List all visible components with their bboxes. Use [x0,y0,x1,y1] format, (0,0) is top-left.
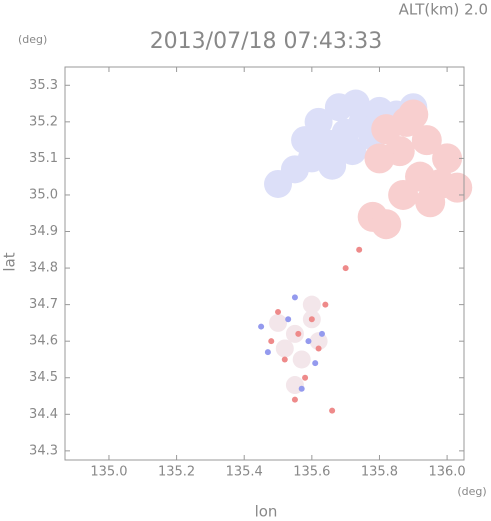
x-tick-label: 135.0 [90,465,127,480]
point [268,338,275,345]
y-axis-label: lat [1,252,19,271]
y-unit: (deg) [18,33,47,46]
y-tick-label: 34.5 [29,370,58,385]
point [318,151,347,180]
point [318,330,325,337]
chart-title: 2013/07/18 07:43:33 [150,29,383,54]
y-tick-label: 34.9 [29,224,58,239]
subtitle: ALT(km) 2.0 [399,1,488,19]
point [269,313,288,332]
point [364,143,395,174]
plot-frame [64,66,465,461]
y-tick-label: 35.3 [29,78,58,93]
x-tick-label: 135.6 [293,465,330,480]
point [285,316,292,323]
point [371,209,402,240]
point [264,349,271,356]
point [388,179,419,210]
point [338,137,367,166]
point [315,345,322,352]
point [312,360,319,367]
point [415,187,446,218]
y-tick-label: 34.4 [29,407,58,422]
y-tick-label: 34.7 [29,297,58,312]
point [275,308,282,315]
point [342,265,349,272]
point [291,396,298,403]
point [432,143,463,174]
point [291,294,298,301]
point [258,323,265,330]
point [356,246,363,253]
y-tick-label: 35.0 [29,187,58,202]
point [341,89,370,118]
x-tick-label: 135.2 [158,465,195,480]
point [285,324,304,343]
point [309,332,328,351]
x-unit: (deg) [457,485,486,498]
point [305,338,312,345]
point [322,301,329,308]
point [292,350,311,369]
point [329,407,336,414]
point [398,99,429,130]
point [442,172,473,203]
y-tick-label: 34.3 [29,443,58,458]
x-tick-label: 135.4 [226,465,263,480]
point [281,356,288,363]
point [298,385,305,392]
x-axis-label: lon [255,503,278,521]
x-tick-label: 135.8 [361,465,398,480]
point [308,316,315,323]
y-tick-label: 34.6 [29,334,58,349]
x-tick-label: 136.0 [428,465,465,480]
point [291,126,320,155]
point [302,295,321,314]
plot-area [258,89,473,414]
point [295,330,302,337]
point [411,125,442,156]
y-tick-label: 35.2 [29,114,58,129]
y-tick-label: 34.8 [29,261,58,276]
point [275,339,294,358]
y-tick-label: 35.1 [29,151,58,166]
point [302,374,309,381]
